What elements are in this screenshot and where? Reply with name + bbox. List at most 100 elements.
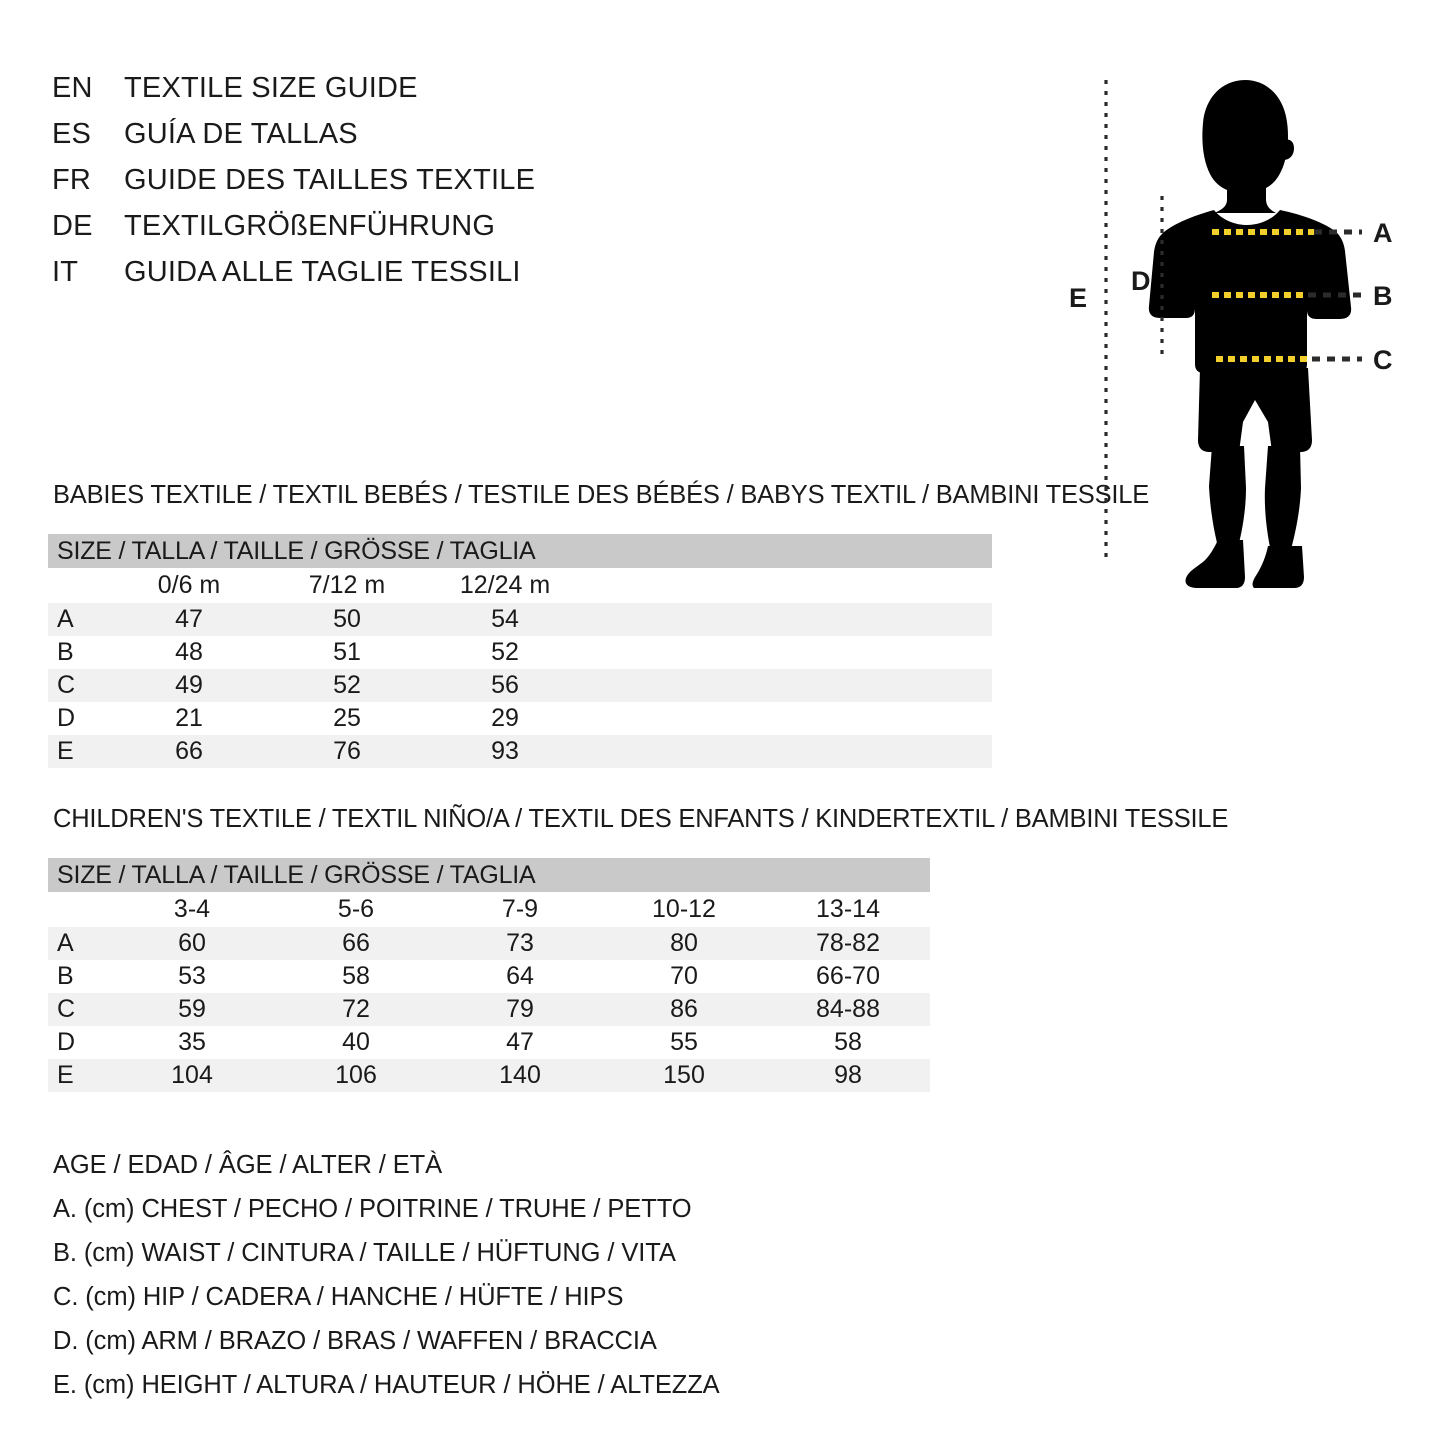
child-silhouette-diagram <box>1040 48 1440 588</box>
children-row-label-c: C <box>48 993 110 1026</box>
language-title-de: TEXTILGRÖßENFÜHRUNG <box>124 210 496 242</box>
children-cell-a-4: 78-82 <box>766 927 931 960</box>
language-code-en: EN <box>52 72 93 104</box>
legend-line-waist: B. (cm) WAIST / CINTURA / TAILLE / HÜFTU… <box>53 1239 676 1267</box>
babies-column-header-row: 0/6 m 7/12 m 12/24 m <box>48 568 993 603</box>
babies-cell-b-filler <box>584 636 993 669</box>
table-row: D 21 25 29 <box>48 702 993 735</box>
children-cell-c-0: 59 <box>110 993 274 1026</box>
children-column-header-4: 13-14 <box>766 892 931 927</box>
babies-section-title: BABIES TEXTILE / TEXTIL BEBÉS / TESTILE … <box>53 481 1150 509</box>
babies-row-label-c: C <box>48 669 110 702</box>
language-title-fr: GUIDE DES TAILLES TEXTILE <box>124 164 536 196</box>
children-cell-c-3: 86 <box>602 993 766 1026</box>
children-row-label-d: D <box>48 1026 110 1059</box>
children-cell-d-4: 58 <box>766 1026 931 1059</box>
babies-corner-cell <box>48 568 110 603</box>
babies-row-label-d: D <box>48 702 110 735</box>
children-row-label-e: E <box>48 1059 110 1092</box>
babies-cell-a-0: 47 <box>110 603 268 636</box>
language-row-en: EN TEXTILE SIZE GUIDE <box>52 72 672 118</box>
babies-cell-e-0: 66 <box>110 735 268 768</box>
children-cell-e-1: 106 <box>274 1059 438 1092</box>
children-cell-c-1: 72 <box>274 993 438 1026</box>
language-row-de: DE TEXTILGRÖßENFÜHRUNG <box>52 210 672 256</box>
language-code-it: IT <box>52 256 79 288</box>
legend-line-age: AGE / EDAD / ÂGE / ALTER / ETÀ <box>53 1151 443 1179</box>
babies-cell-c-2: 56 <box>426 669 584 702</box>
measurement-legend: AGE / EDAD / ÂGE / ALTER / ETÀ A. (cm) C… <box>53 1143 813 1407</box>
babies-column-header-0: 0/6 m <box>110 568 268 603</box>
babies-cell-d-filler <box>584 702 993 735</box>
babies-cell-e-2: 93 <box>426 735 584 768</box>
children-column-header-2: 7-9 <box>438 892 602 927</box>
babies-cell-d-0: 21 <box>110 702 268 735</box>
children-cell-d-0: 35 <box>110 1026 274 1059</box>
children-cell-b-2: 64 <box>438 960 602 993</box>
figure-label-d: D <box>1131 266 1151 296</box>
babies-row-label-e: E <box>48 735 110 768</box>
children-size-table: SIZE / TALLA / TAILLE / GRÖSSE / TAGLIA … <box>48 858 931 1092</box>
children-column-header-row: 3-4 5-6 7-9 10-12 13-14 <box>48 892 931 927</box>
figure-label-b: B <box>1373 281 1393 311</box>
table-row: E 66 76 93 <box>48 735 993 768</box>
children-cell-e-0: 104 <box>110 1059 274 1092</box>
children-row-label-a: A <box>48 927 110 960</box>
child-silhouette-shape <box>1148 80 1352 588</box>
table-row: D 35 40 47 55 58 <box>48 1026 931 1059</box>
babies-column-header-2: 12/24 m <box>426 568 584 603</box>
children-cell-a-1: 66 <box>274 927 438 960</box>
babies-row-label-b: B <box>48 636 110 669</box>
language-title-it: GUIDA ALLE TAGLIE TESSILI <box>124 256 521 288</box>
legend-line-chest: A. (cm) CHEST / PECHO / POITRINE / TRUHE… <box>53 1195 692 1223</box>
children-cell-d-2: 47 <box>438 1026 602 1059</box>
table-row: B 53 58 64 70 66-70 <box>48 960 931 993</box>
language-title-es: GUÍA DE TALLAS <box>124 118 358 150</box>
children-cell-b-3: 70 <box>602 960 766 993</box>
children-column-header-0: 3-4 <box>110 892 274 927</box>
legend-line-height: E. (cm) HEIGHT / ALTURA / HAUTEUR / HÖHE… <box>53 1371 720 1399</box>
table-row: E 104 106 140 150 98 <box>48 1059 931 1092</box>
children-cell-b-1: 58 <box>274 960 438 993</box>
children-cell-a-3: 80 <box>602 927 766 960</box>
babies-cell-a-2: 54 <box>426 603 584 636</box>
children-row-label-b: B <box>48 960 110 993</box>
children-cell-a-2: 73 <box>438 927 602 960</box>
legend-line-hip: C. (cm) HIP / CADERA / HANCHE / HÜFTE / … <box>53 1283 624 1311</box>
children-cell-b-4: 66-70 <box>766 960 931 993</box>
babies-cell-a-1: 50 <box>268 603 426 636</box>
figure-label-c: C <box>1373 345 1393 375</box>
babies-cell-d-1: 25 <box>268 702 426 735</box>
language-title-en: TEXTILE SIZE GUIDE <box>124 72 418 104</box>
legend-line-arm: D. (cm) ARM / BRAZO / BRAS / WAFFEN / BR… <box>53 1327 657 1355</box>
children-cell-d-1: 40 <box>274 1026 438 1059</box>
children-cell-e-3: 150 <box>602 1059 766 1092</box>
babies-cell-c-1: 52 <box>268 669 426 702</box>
figure-label-a: A <box>1373 218 1393 248</box>
language-code-de: DE <box>52 210 93 242</box>
babies-group-header-row: SIZE / TALLA / TAILLE / GRÖSSE / TAGLIA <box>48 534 993 568</box>
babies-cell-d-2: 29 <box>426 702 584 735</box>
children-cell-c-4: 84-88 <box>766 993 931 1026</box>
babies-cell-e-filler <box>584 735 993 768</box>
table-row: C 49 52 56 <box>48 669 993 702</box>
language-row-it: IT GUIDA ALLE TAGLIE TESSILI <box>52 256 672 302</box>
children-group-header-label: SIZE / TALLA / TAILLE / GRÖSSE / TAGLIA <box>48 858 931 892</box>
language-row-es: ES GUÍA DE TALLAS <box>52 118 672 164</box>
children-section-title: CHILDREN'S TEXTILE / TEXTIL NIÑO/A / TEX… <box>53 805 1229 833</box>
figure-label-e: E <box>1069 283 1088 313</box>
babies-column-header-filler <box>584 568 993 603</box>
babies-column-header-1: 7/12 m <box>268 568 426 603</box>
table-row: A 47 50 54 <box>48 603 993 636</box>
babies-size-table: SIZE / TALLA / TAILLE / GRÖSSE / TAGLIA … <box>48 534 993 768</box>
babies-cell-b-2: 52 <box>426 636 584 669</box>
babies-cell-c-filler <box>584 669 993 702</box>
babies-cell-c-0: 49 <box>110 669 268 702</box>
table-row: B 48 51 52 <box>48 636 993 669</box>
language-code-es: ES <box>52 118 92 150</box>
children-column-header-1: 5-6 <box>274 892 438 927</box>
babies-cell-e-1: 76 <box>268 735 426 768</box>
children-corner-cell <box>48 892 110 927</box>
children-group-header-row: SIZE / TALLA / TAILLE / GRÖSSE / TAGLIA <box>48 858 931 892</box>
